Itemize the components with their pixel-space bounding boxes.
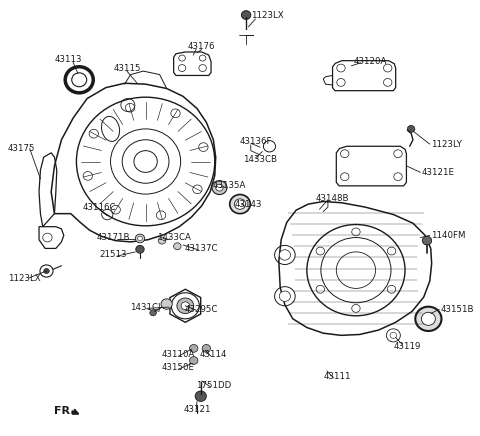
Circle shape bbox=[352, 304, 360, 312]
Text: 43116C: 43116C bbox=[82, 203, 116, 211]
Circle shape bbox=[279, 291, 290, 301]
Text: 1123LX: 1123LX bbox=[251, 11, 284, 20]
Circle shape bbox=[43, 233, 52, 242]
Text: 43120A: 43120A bbox=[353, 57, 387, 66]
Circle shape bbox=[340, 173, 349, 181]
Circle shape bbox=[408, 126, 415, 133]
Circle shape bbox=[384, 64, 392, 72]
Circle shape bbox=[279, 250, 290, 260]
Text: 43121E: 43121E bbox=[421, 168, 455, 177]
Text: 1433CA: 1433CA bbox=[156, 233, 191, 242]
Circle shape bbox=[415, 307, 442, 331]
Circle shape bbox=[422, 236, 432, 245]
Text: 43148B: 43148B bbox=[316, 194, 349, 203]
Circle shape bbox=[195, 391, 206, 402]
Circle shape bbox=[72, 73, 87, 87]
Circle shape bbox=[138, 236, 143, 241]
Circle shape bbox=[199, 143, 208, 151]
Circle shape bbox=[394, 173, 402, 181]
Circle shape bbox=[40, 265, 53, 277]
Text: 1433CB: 1433CB bbox=[243, 155, 277, 164]
Circle shape bbox=[111, 205, 120, 214]
Circle shape bbox=[352, 228, 360, 236]
Text: 43150E: 43150E bbox=[162, 364, 195, 372]
Text: 43119: 43119 bbox=[394, 342, 421, 351]
Circle shape bbox=[199, 55, 206, 61]
Text: 1431CJ: 1431CJ bbox=[131, 303, 161, 312]
Text: 43115: 43115 bbox=[113, 64, 141, 72]
Circle shape bbox=[387, 286, 396, 293]
Text: 1751DD: 1751DD bbox=[196, 381, 231, 390]
Text: 1140FM: 1140FM bbox=[431, 231, 465, 240]
Circle shape bbox=[181, 302, 190, 310]
Circle shape bbox=[230, 194, 250, 214]
Text: 43175: 43175 bbox=[8, 144, 36, 153]
Circle shape bbox=[158, 237, 166, 244]
Circle shape bbox=[337, 78, 345, 86]
Circle shape bbox=[190, 344, 198, 352]
Circle shape bbox=[161, 299, 172, 309]
Text: 43121: 43121 bbox=[183, 405, 211, 414]
Circle shape bbox=[387, 247, 396, 255]
Text: 1123LX: 1123LX bbox=[8, 274, 40, 283]
Circle shape bbox=[316, 247, 324, 255]
Circle shape bbox=[390, 332, 396, 338]
Circle shape bbox=[216, 184, 223, 191]
Text: 43143: 43143 bbox=[235, 201, 262, 209]
Circle shape bbox=[394, 150, 402, 157]
Circle shape bbox=[156, 211, 166, 220]
Circle shape bbox=[337, 64, 345, 72]
Text: 43137C: 43137C bbox=[185, 244, 218, 253]
Circle shape bbox=[83, 171, 93, 180]
Circle shape bbox=[177, 298, 194, 313]
Text: 43176: 43176 bbox=[188, 42, 216, 51]
Circle shape bbox=[174, 243, 181, 250]
Circle shape bbox=[234, 199, 246, 209]
Text: 43295C: 43295C bbox=[185, 305, 218, 314]
Text: 43114: 43114 bbox=[200, 351, 227, 359]
Circle shape bbox=[199, 65, 206, 72]
Text: 21513: 21513 bbox=[99, 250, 127, 259]
Text: 43151B: 43151B bbox=[440, 305, 474, 314]
Circle shape bbox=[178, 65, 186, 72]
Circle shape bbox=[384, 78, 392, 86]
Text: 43113: 43113 bbox=[55, 55, 82, 64]
Circle shape bbox=[212, 181, 227, 194]
Circle shape bbox=[190, 357, 198, 364]
Circle shape bbox=[89, 129, 98, 138]
Circle shape bbox=[136, 245, 144, 253]
Text: FR.: FR. bbox=[54, 406, 75, 416]
Circle shape bbox=[241, 11, 251, 19]
Text: 43111: 43111 bbox=[324, 372, 351, 381]
Circle shape bbox=[316, 286, 324, 293]
Text: 1123LY: 1123LY bbox=[431, 140, 462, 149]
Circle shape bbox=[150, 310, 156, 316]
Circle shape bbox=[340, 150, 349, 157]
Text: 43136F: 43136F bbox=[239, 137, 272, 146]
Circle shape bbox=[44, 269, 49, 274]
Circle shape bbox=[202, 344, 211, 352]
Circle shape bbox=[171, 109, 180, 118]
Circle shape bbox=[193, 185, 202, 194]
Circle shape bbox=[135, 234, 144, 243]
Circle shape bbox=[179, 55, 185, 61]
Circle shape bbox=[421, 312, 435, 325]
Text: 43135A: 43135A bbox=[213, 181, 246, 190]
Text: 43171B: 43171B bbox=[96, 233, 130, 242]
Circle shape bbox=[125, 103, 135, 112]
Text: 43110A: 43110A bbox=[162, 351, 195, 359]
